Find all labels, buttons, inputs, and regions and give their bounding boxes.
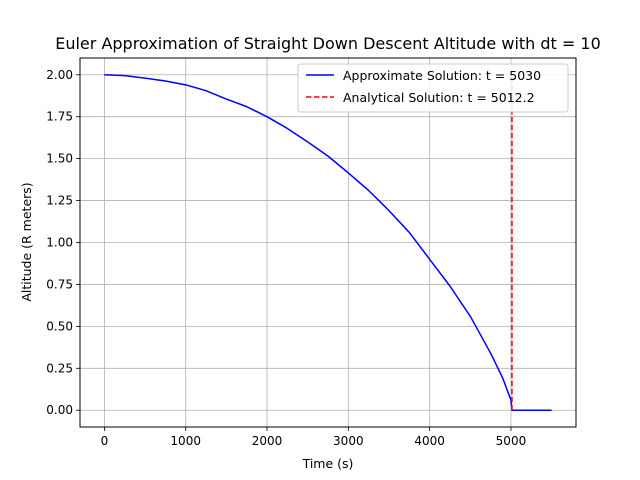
x-tick-label: 0 (101, 434, 109, 448)
y-tick-label: 0.50 (46, 319, 73, 333)
y-tick-label: 0.00 (46, 403, 73, 417)
x-tick-label: 4000 (414, 434, 445, 448)
legend-label-analytical: Analytical Solution: t = 5012.2 (343, 90, 535, 105)
y-tick-label: 2.00 (46, 68, 73, 82)
y-tick-label: 1.50 (46, 152, 73, 166)
series-line-approximate (104, 74, 552, 411)
x-tick-label: 1000 (170, 434, 201, 448)
legend-label-approximate: Approximate Solution: t = 5030 (343, 68, 541, 83)
x-tick-label: 2000 (252, 434, 283, 448)
y-tick-label: 1.25 (46, 194, 73, 208)
x-tick-label: 3000 (333, 434, 364, 448)
x-axis-label: Time (s) (302, 456, 354, 471)
x-tick-label: 5000 (496, 434, 527, 448)
y-axis-label: Altitude (R meters) (19, 182, 34, 301)
y-ticks: 0.00 0.25 0.50 0.75 1.00 1.25 1.50 1.75 2.00 (46, 68, 80, 417)
legend-box (297, 63, 569, 113)
chart-title: Euler Approximation of Straight Down Des… (55, 34, 601, 53)
x-ticks: 0 1000 2000 3000 4000 5000 (101, 427, 527, 448)
y-tick-label: 0.25 (46, 361, 73, 375)
series-layer (104, 74, 552, 411)
y-tick-label: 1.00 (46, 236, 73, 250)
legend: Approximate Solution: t = 5030 Analytica… (297, 63, 569, 113)
y-tick-label: 1.75 (46, 110, 73, 124)
y-tick-label: 0.75 (46, 277, 73, 291)
